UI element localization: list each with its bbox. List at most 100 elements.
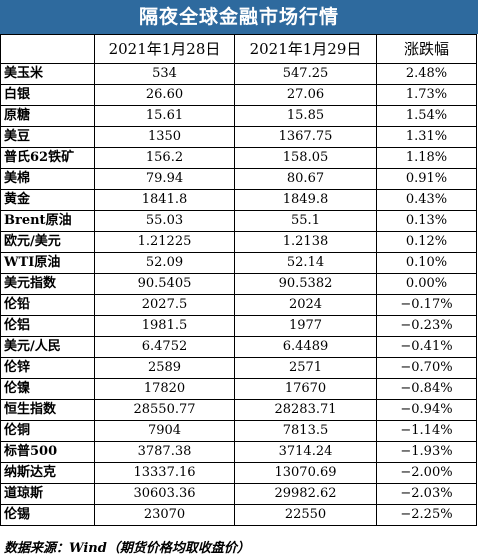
change-percent: −0.70% xyxy=(376,357,477,379)
price-date-1: 52.09 xyxy=(94,252,235,274)
change-percent: −2.00% xyxy=(376,462,477,484)
change-percent: 0.10% xyxy=(376,252,477,274)
table-row: 伦锌 2589 2571 −0.70% xyxy=(0,357,477,379)
price-date-1: 1981.5 xyxy=(94,315,235,337)
price-date-2: 2571 xyxy=(234,357,377,379)
instrument-name: 标普500 xyxy=(0,441,95,463)
price-date-1: 15.61 xyxy=(94,105,235,127)
table-row: 伦锡 23070 22550 −2.25% xyxy=(0,504,477,526)
price-date-2: 7813.5 xyxy=(234,420,377,442)
price-date-2: 547.25 xyxy=(234,63,377,85)
instrument-name: 伦铅 xyxy=(0,294,95,316)
change-percent: −0.41% xyxy=(376,336,477,358)
price-date-1: 55.03 xyxy=(94,210,235,232)
price-date-2: 55.1 xyxy=(234,210,377,232)
table-row: 伦镍 17820 17670 −0.84% xyxy=(0,378,477,400)
price-date-2: 29982.62 xyxy=(234,483,377,505)
price-date-1: 2027.5 xyxy=(94,294,235,316)
price-date-1: 2589 xyxy=(94,357,235,379)
instrument-name: 美豆 xyxy=(0,126,95,148)
table-row: 欧元/美元 1.21225 1.2138 0.12% xyxy=(0,231,477,253)
price-date-1: 3787.38 xyxy=(94,441,235,463)
change-percent: 0.13% xyxy=(376,210,477,232)
table-row: 美棉 79.94 80.67 0.91% xyxy=(0,168,477,190)
price-date-2: 2024 xyxy=(234,294,377,316)
table-row: 伦铅 2027.5 2024 −0.17% xyxy=(0,294,477,316)
header-date-1: 2021年1月28日 xyxy=(94,34,235,64)
price-date-1: 156.2 xyxy=(94,147,235,169)
instrument-name: 伦铝 xyxy=(0,315,95,337)
instrument-name: 白银 xyxy=(0,84,95,106)
table-row: 道琼斯 30603.36 29982.62 −2.03% xyxy=(0,483,477,505)
instrument-name: 伦铜 xyxy=(0,420,95,442)
price-date-2: 1367.75 xyxy=(234,126,377,148)
price-date-2: 3714.24 xyxy=(234,441,377,463)
change-percent: −1.14% xyxy=(376,420,477,442)
instrument-name: 普氏62铁矿 xyxy=(0,147,95,169)
price-date-2: 1849.8 xyxy=(234,189,377,211)
price-date-2: 13070.69 xyxy=(234,462,377,484)
header-date-2: 2021年1月29日 xyxy=(234,34,377,64)
price-date-2: 17670 xyxy=(234,378,377,400)
price-date-1: 7904 xyxy=(94,420,235,442)
price-date-1: 30603.36 xyxy=(94,483,235,505)
price-date-1: 1.21225 xyxy=(94,231,235,253)
price-date-1: 1350 xyxy=(94,126,235,148)
change-percent: −0.17% xyxy=(376,294,477,316)
instrument-name: 美元/人民 xyxy=(0,336,95,358)
price-date-2: 80.67 xyxy=(234,168,377,190)
instrument-name: 恒生指数 xyxy=(0,399,95,421)
price-date-2: 90.5382 xyxy=(234,273,377,295)
data-source-note: 数据来源：Wind（期货价格均取收盘价） xyxy=(4,541,250,556)
table-row: Brent原油 55.03 55.1 0.13% xyxy=(0,210,477,232)
table-row: 黄金 1841.8 1849.8 0.43% xyxy=(0,189,477,211)
change-percent: −2.03% xyxy=(376,483,477,505)
price-date-2: 52.14 xyxy=(234,252,377,274)
price-date-1: 23070 xyxy=(94,504,235,526)
price-date-1: 1841.8 xyxy=(94,189,235,211)
table-row: 伦铜 7904 7813.5 −1.14% xyxy=(0,420,477,442)
instrument-name: 道琼斯 xyxy=(0,483,95,505)
instrument-name: 伦锌 xyxy=(0,357,95,379)
price-date-1: 17820 xyxy=(94,378,235,400)
change-percent: 1.31% xyxy=(376,126,477,148)
price-date-2: 1977 xyxy=(234,315,377,337)
header-row: 2021年1月28日 2021年1月29日 涨跌幅 xyxy=(0,34,477,64)
price-date-1: 6.4752 xyxy=(94,336,235,358)
price-date-2: 22550 xyxy=(234,504,377,526)
change-percent: 0.91% xyxy=(376,168,477,190)
change-percent: 1.18% xyxy=(376,147,477,169)
price-date-1: 79.94 xyxy=(94,168,235,190)
table-row: 纳斯达克 13337.16 13070.69 −2.00% xyxy=(0,462,477,484)
table-row: WTI原油 52.09 52.14 0.10% xyxy=(0,252,477,274)
instrument-name: WTI原油 xyxy=(0,252,95,274)
change-percent: 2.48% xyxy=(376,63,477,85)
change-percent: 0.12% xyxy=(376,231,477,253)
table-row: 伦铝 1981.5 1977 −0.23% xyxy=(0,315,477,337)
table-row: 标普500 3787.38 3714.24 −1.93% xyxy=(0,441,477,463)
price-date-1: 13337.16 xyxy=(94,462,235,484)
header-change: 涨跌幅 xyxy=(376,34,477,64)
price-date-1: 90.5405 xyxy=(94,273,235,295)
change-percent: −0.23% xyxy=(376,315,477,337)
table-row: 美元指数 90.5405 90.5382 0.00% xyxy=(0,273,477,295)
table-row: 美玉米 534 547.25 2.48% xyxy=(0,63,477,85)
change-percent: 1.73% xyxy=(376,84,477,106)
price-date-1: 28550.77 xyxy=(94,399,235,421)
quote-table: 2021年1月28日 2021年1月29日 涨跌幅 美玉米 534 547.25 2.… xyxy=(0,34,477,526)
table-row: 原糖 15.61 15.85 1.54% xyxy=(0,105,477,127)
sheet-title: 隔夜全球金融市场行情 xyxy=(0,0,478,34)
table-row: 普氏62铁矿 156.2 158.05 1.18% xyxy=(0,147,477,169)
change-percent: −1.93% xyxy=(376,441,477,463)
change-percent: 1.54% xyxy=(376,105,477,127)
table-row: 白银 26.60 27.06 1.73% xyxy=(0,84,477,106)
instrument-name: 伦镍 xyxy=(0,378,95,400)
instrument-name: Brent原油 xyxy=(0,210,95,232)
change-percent: 0.43% xyxy=(376,189,477,211)
instrument-name: 纳斯达克 xyxy=(0,462,95,484)
price-date-2: 27.06 xyxy=(234,84,377,106)
change-percent: −2.25% xyxy=(376,504,477,526)
change-percent: 0.00% xyxy=(376,273,477,295)
table-row: 恒生指数 28550.77 28283.71 −0.94% xyxy=(0,399,477,421)
